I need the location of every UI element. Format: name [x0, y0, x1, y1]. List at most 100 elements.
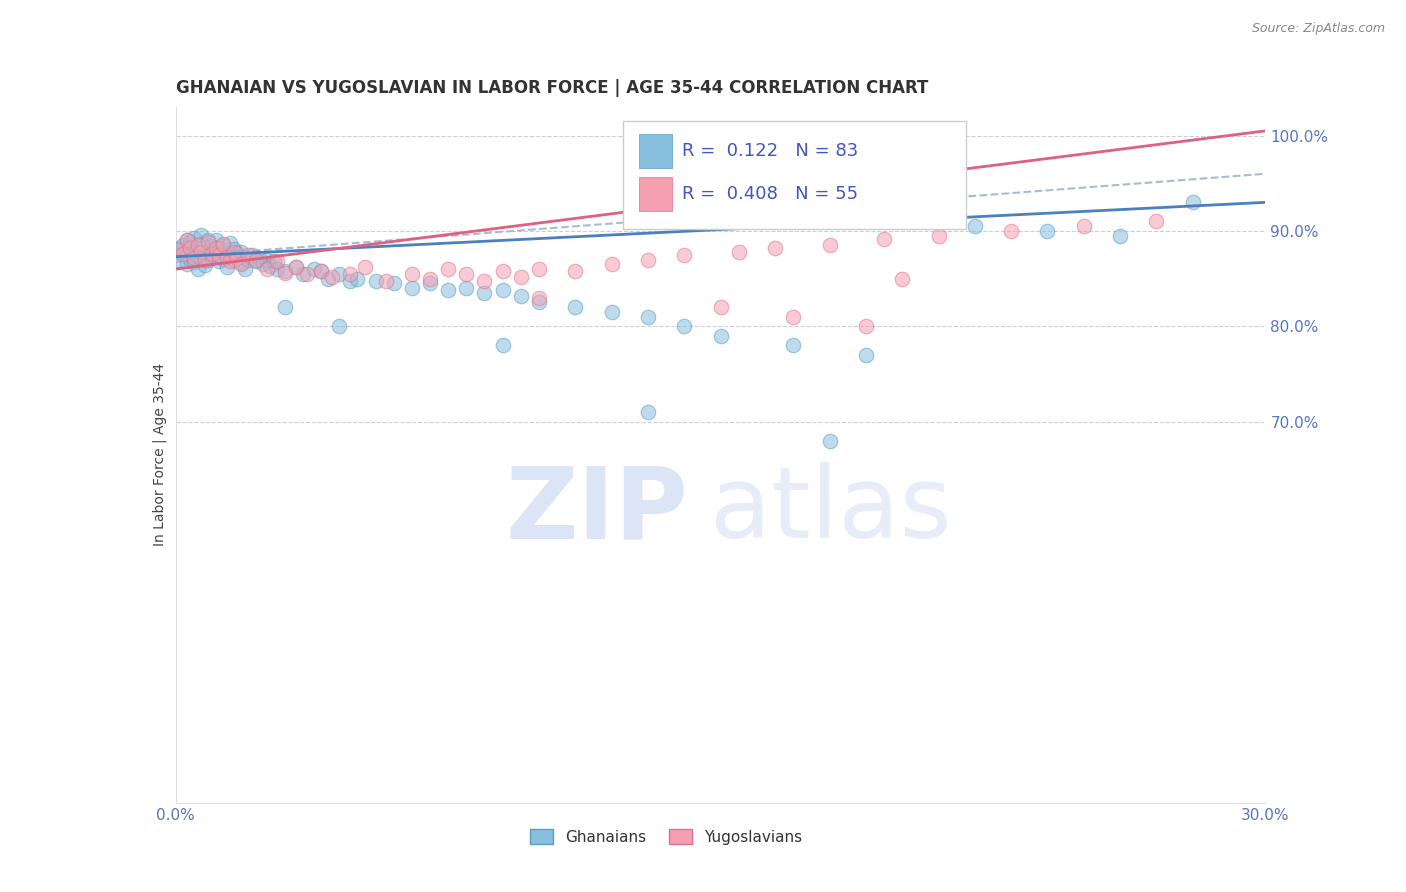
Point [437, 262, 460, 277]
Point [527, 295, 550, 310]
Point [600, 305, 623, 319]
Point [245, 254, 267, 268]
Point [318, 271, 340, 285]
Point [928, 228, 950, 243]
Point [172, 238, 194, 252]
Point [309, 264, 332, 278]
Point [673, 319, 696, 334]
Point [201, 251, 224, 265]
Point [527, 262, 550, 277]
Point [509, 269, 531, 284]
Point [172, 247, 194, 261]
Point [346, 271, 368, 285]
Legend: Ghanaians, Yugoslavians: Ghanaians, Yugoslavians [524, 822, 808, 851]
Point [1109, 228, 1132, 243]
Point [527, 291, 550, 305]
Point [215, 250, 238, 264]
Point [263, 254, 285, 268]
Point [190, 244, 212, 259]
Point [401, 281, 423, 295]
Point [474, 285, 496, 300]
Point [637, 310, 659, 324]
Point [183, 251, 205, 265]
Point [222, 253, 245, 268]
Point [186, 262, 209, 277]
Point [219, 254, 242, 268]
Point [763, 241, 786, 255]
Point [710, 300, 733, 314]
Point [256, 262, 278, 277]
Point [295, 267, 318, 281]
Point [226, 251, 249, 265]
Point [782, 338, 804, 352]
Point [179, 235, 201, 250]
Point [190, 251, 212, 265]
Point [492, 283, 515, 297]
Point [364, 273, 387, 287]
Point [291, 267, 314, 281]
Point [190, 227, 212, 242]
Text: GHANAIAN VS YUGOSLAVIAN IN LABOR FORCE | AGE 35-44 CORRELATION CHART: GHANAIAN VS YUGOSLAVIAN IN LABOR FORCE |… [176, 79, 928, 97]
Point [1181, 195, 1204, 210]
Point [176, 234, 198, 248]
Point [238, 252, 260, 267]
Point [212, 237, 235, 252]
Point [169, 243, 191, 257]
Point [215, 260, 238, 275]
Text: ZIP: ZIP [505, 462, 688, 559]
Point [179, 240, 201, 254]
Point [637, 252, 659, 267]
Point [419, 277, 441, 291]
Text: Source: ZipAtlas.com: Source: ZipAtlas.com [1251, 22, 1385, 36]
Point [231, 244, 253, 259]
Point [963, 219, 986, 234]
Point [1073, 219, 1095, 234]
Point [201, 247, 224, 261]
Point [274, 264, 297, 278]
Point [818, 434, 841, 448]
Point [266, 254, 288, 268]
Text: R =  0.122   N = 83: R = 0.122 N = 83 [682, 142, 859, 160]
Point [710, 328, 733, 343]
Bar [638, 178, 672, 211]
Point [240, 248, 263, 262]
Point [179, 252, 201, 266]
Point [401, 267, 423, 281]
Point [564, 300, 586, 314]
Point [172, 244, 194, 259]
Point [169, 241, 191, 255]
Point [238, 248, 260, 262]
Point [212, 238, 235, 252]
Point [339, 267, 361, 281]
Point [201, 239, 224, 253]
Point [637, 405, 659, 419]
Text: R =  0.408   N = 55: R = 0.408 N = 55 [682, 185, 859, 203]
Point [231, 257, 253, 271]
Point [212, 252, 235, 266]
Point [284, 260, 307, 275]
Point [564, 264, 586, 278]
Point [328, 319, 350, 334]
Point [194, 244, 217, 259]
Point [231, 256, 253, 270]
Point [375, 273, 398, 287]
Point [727, 244, 749, 259]
Point [339, 273, 361, 287]
Point [456, 267, 478, 281]
Point [233, 262, 256, 277]
Point [419, 271, 441, 285]
Point [186, 249, 209, 263]
Point [284, 260, 307, 275]
Point [204, 234, 226, 248]
Point [855, 348, 877, 362]
Point [194, 258, 217, 272]
Point [873, 231, 896, 245]
Point [247, 251, 270, 265]
Point [328, 267, 350, 281]
Point [208, 254, 231, 268]
Point [353, 260, 375, 275]
Point [474, 273, 496, 287]
Point [309, 264, 332, 278]
Point [222, 242, 245, 256]
Point [204, 241, 226, 255]
